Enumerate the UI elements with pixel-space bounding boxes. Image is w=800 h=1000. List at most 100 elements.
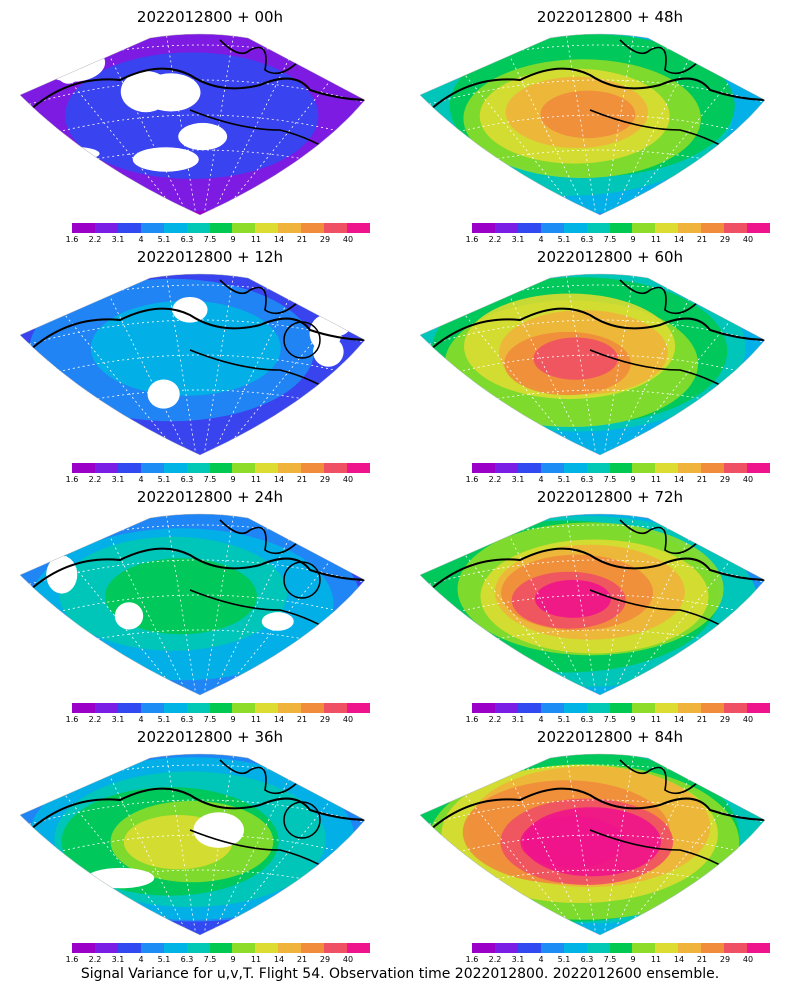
colorbar-tick-label: 2.2 bbox=[88, 955, 102, 964]
colorbar-swatch bbox=[701, 223, 725, 233]
colorbar-swatch bbox=[632, 703, 656, 713]
colorbar-swatch bbox=[301, 943, 325, 953]
colorbar-swatch bbox=[232, 223, 256, 233]
colorbar-tick-label: 9 bbox=[230, 235, 236, 244]
variance-map bbox=[19, 513, 366, 696]
colorbar-tick-label: 2.2 bbox=[488, 715, 502, 724]
colorbar-swatch bbox=[701, 703, 725, 713]
colorbar-swatch bbox=[163, 463, 187, 473]
colorbar-tick-label: 21 bbox=[296, 235, 308, 244]
colorbar-tick-label: 21 bbox=[696, 235, 708, 244]
colorbar-tick-label: 40 bbox=[742, 955, 754, 964]
colorbar-tick-label: 9 bbox=[630, 235, 636, 244]
colorbar-tick-label: 1.6 bbox=[465, 235, 479, 244]
colorbar-tick-label: 11 bbox=[250, 475, 262, 484]
colorbar-tick-label: 40 bbox=[742, 475, 754, 484]
colorbar-tick-label: 40 bbox=[742, 715, 754, 724]
colorbar-tick-label: 2.2 bbox=[488, 475, 502, 484]
colorbar-swatch bbox=[678, 943, 702, 953]
colorbar-tick-label: 7.5 bbox=[603, 235, 617, 244]
colorbar-tick-label: 7.5 bbox=[203, 715, 217, 724]
colorbar-swatch bbox=[209, 463, 233, 473]
colorbar-tick-label: 2.2 bbox=[488, 955, 502, 964]
colorbar-labels: 1.6 2.2 3.1 4 5.1 6.3 7.5 9 11 14 21 29 40 bbox=[60, 475, 390, 485]
colorbar-swatch bbox=[494, 943, 518, 953]
colorbar-tick-label: 4 bbox=[538, 235, 544, 244]
colorbar-swatch bbox=[701, 943, 725, 953]
colorbar-swatch bbox=[540, 703, 564, 713]
colorbar-swatch bbox=[609, 943, 633, 953]
colorbar-tick-label: 21 bbox=[696, 715, 708, 724]
colorbar-swatch bbox=[494, 703, 518, 713]
colorbar-tick-label: 9 bbox=[230, 955, 236, 964]
colorbar-tick-label: 14 bbox=[673, 235, 685, 244]
colorbar-swatch bbox=[117, 463, 141, 473]
colorbar-tick-label: 4 bbox=[538, 715, 544, 724]
colorbar-tick-label: 1.6 bbox=[465, 715, 479, 724]
panel-title: 2022012800 + 72h bbox=[536, 488, 684, 506]
colorbar-swatch bbox=[94, 463, 118, 473]
colorbar-tick-label: 29 bbox=[319, 475, 331, 484]
colorbar-swatch bbox=[255, 943, 279, 953]
colorbar-swatch bbox=[301, 223, 325, 233]
colorbar-tick-label: 3.1 bbox=[111, 475, 125, 484]
colorbar-tick-label: 7.5 bbox=[203, 955, 217, 964]
colorbar-swatch bbox=[186, 943, 210, 953]
colorbar-tick-label: 7.5 bbox=[203, 475, 217, 484]
colorbar-tick-label: 4 bbox=[538, 475, 544, 484]
colorbar-swatch bbox=[232, 463, 256, 473]
colorbar bbox=[472, 463, 770, 473]
colorbar-tick-label: 11 bbox=[650, 475, 662, 484]
colorbar-swatch bbox=[347, 943, 370, 953]
figure-caption: Signal Variance for u,v,T. Flight 54. Ob… bbox=[80, 966, 720, 982]
colorbar-swatch bbox=[301, 463, 325, 473]
colorbar bbox=[72, 703, 370, 713]
colorbar-tick-label: 3.1 bbox=[511, 235, 525, 244]
colorbar-tick-label: 40 bbox=[342, 955, 354, 964]
colorbar-swatch bbox=[655, 703, 679, 713]
colorbar bbox=[472, 703, 770, 713]
variance-map bbox=[419, 273, 766, 456]
colorbar-labels: 1.6 2.2 3.1 4 5.1 6.3 7.5 9 11 14 21 29 40 bbox=[60, 955, 390, 965]
colorbar-tick-label: 4 bbox=[138, 235, 144, 244]
colorbar-tick-label: 29 bbox=[319, 235, 331, 244]
panel-title: 2022012800 + 12h bbox=[136, 248, 284, 266]
colorbar-swatch bbox=[72, 463, 95, 473]
colorbar-swatch bbox=[94, 223, 118, 233]
colorbar-swatch bbox=[324, 703, 348, 713]
colorbar-swatch bbox=[324, 943, 348, 953]
colorbar-swatch bbox=[278, 703, 302, 713]
colorbar-swatch bbox=[72, 943, 95, 953]
colorbar-tick-label: 6.3 bbox=[580, 475, 594, 484]
colorbar-tick-label: 3.1 bbox=[111, 235, 125, 244]
panel-title: 2022012800 + 24h bbox=[136, 488, 284, 506]
colorbar-tick-label: 9 bbox=[230, 715, 236, 724]
colorbar-tick-label: 14 bbox=[273, 475, 285, 484]
colorbar-swatch bbox=[140, 463, 164, 473]
colorbar-tick-label: 3.1 bbox=[511, 475, 525, 484]
colorbar-tick-label: 14 bbox=[273, 235, 285, 244]
colorbar-tick-label: 11 bbox=[250, 955, 262, 964]
colorbar-swatch bbox=[747, 943, 770, 953]
colorbar-tick-label: 1.6 bbox=[65, 475, 79, 484]
colorbar-swatch bbox=[186, 703, 210, 713]
colorbar-swatch bbox=[278, 463, 302, 473]
colorbar-swatch bbox=[678, 223, 702, 233]
colorbar-swatch bbox=[347, 463, 370, 473]
colorbar-tick-label: 6.3 bbox=[180, 475, 194, 484]
colorbar-tick-label: 5.1 bbox=[157, 475, 171, 484]
colorbar-swatch bbox=[517, 223, 541, 233]
map-panel: 2022012800 + 60h 1.6 2.2 3.1 4 5.1 6.3 7.5 9 11 14… bbox=[410, 240, 800, 485]
map-panel: 2022012800 + 72h 1.6 2.2 3.1 4 5.1 6.3 7.5 9 11 14… bbox=[410, 480, 800, 725]
colorbar-swatch bbox=[94, 943, 118, 953]
colorbar-swatch bbox=[678, 463, 702, 473]
colorbar bbox=[472, 223, 770, 233]
colorbar-labels: 1.6 2.2 3.1 4 5.1 6.3 7.5 9 11 14 21 29 40 bbox=[60, 235, 390, 245]
colorbar-swatch bbox=[232, 703, 256, 713]
colorbar-swatch bbox=[163, 703, 187, 713]
colorbar-labels: 1.6 2.2 3.1 4 5.1 6.3 7.5 9 11 14 21 29 40 bbox=[460, 235, 790, 245]
colorbar-tick-label: 5.1 bbox=[157, 955, 171, 964]
colorbar-swatch bbox=[494, 463, 518, 473]
variance-map bbox=[419, 513, 766, 696]
colorbar-swatch bbox=[563, 703, 587, 713]
